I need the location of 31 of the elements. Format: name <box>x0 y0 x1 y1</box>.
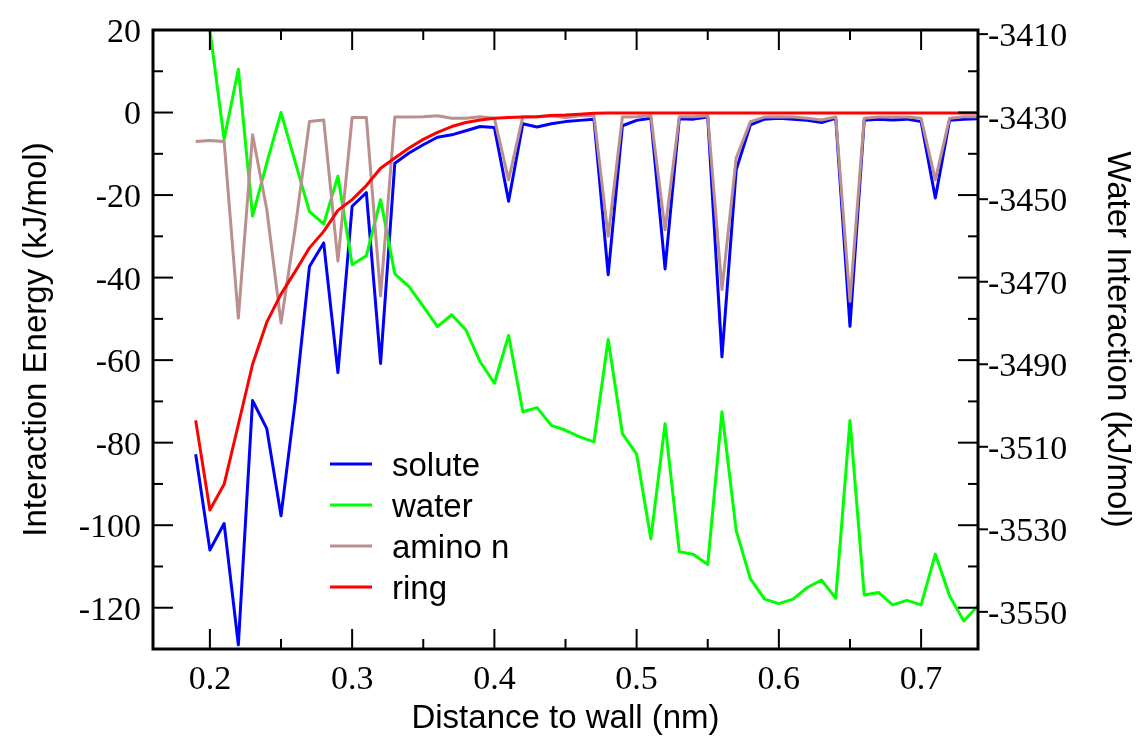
y2-tick-label: -3490 <box>988 346 1068 384</box>
y2-tick-label: -3430 <box>988 98 1068 136</box>
y-tick-label: -40 <box>95 259 141 297</box>
y2-tick-label: -3410 <box>988 16 1068 54</box>
legend-label: solute <box>392 445 481 483</box>
y-tick-label: -60 <box>95 342 141 380</box>
y2-tick-label: -3530 <box>988 511 1068 549</box>
x-tick-label: 0.5 <box>615 659 658 696</box>
y-tick-label: -80 <box>95 424 141 462</box>
y-tick-label: -20 <box>95 176 141 214</box>
legend-label: water <box>391 486 473 524</box>
legend-label: amino n <box>392 527 510 565</box>
x-axis-title: Distance to wall (nm) <box>411 698 720 735</box>
y-axis-title: Interaction Energy (kJ/mol) <box>16 142 53 537</box>
x-tick-label: 0.6 <box>757 659 801 696</box>
y-tick-label: -120 <box>78 589 141 627</box>
y-tick-label: 0 <box>124 94 141 132</box>
y2-tick-label: -3470 <box>988 263 1068 301</box>
x-tick-label: 0.4 <box>473 659 516 696</box>
y2-axis-title: Water Interaction (kJ/mol) <box>1101 151 1138 528</box>
y-tick-label: 20 <box>107 11 141 49</box>
x-tick-label: 0.2 <box>188 659 232 696</box>
x-tick-label: 0.7 <box>899 659 943 696</box>
y-tick-label: -100 <box>78 507 141 545</box>
y2-tick-label: -3450 <box>988 181 1068 219</box>
legend-label: ring <box>392 568 448 606</box>
line-series <box>194 113 978 325</box>
x-tick-label: 0.3 <box>330 659 374 696</box>
y2-tick-label: -3550 <box>988 593 1068 631</box>
line-series <box>208 30 978 623</box>
y2-tick-label: -3510 <box>988 428 1068 466</box>
